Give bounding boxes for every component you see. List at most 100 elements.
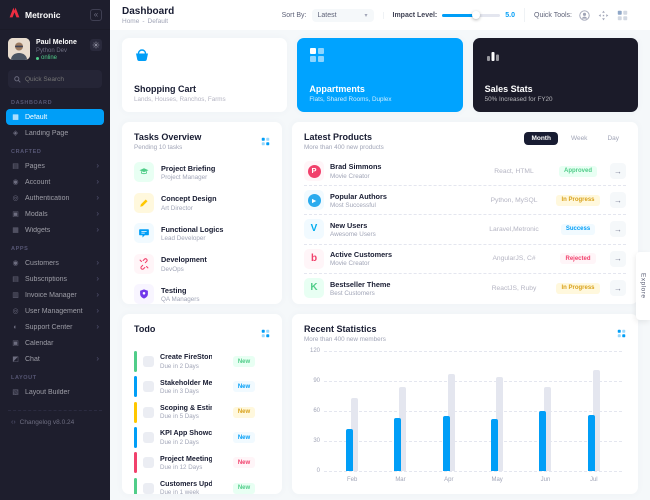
todo-item-title: Stakeholder Meeting (160, 378, 212, 387)
sort-by-select[interactable]: Latest ▾ (311, 8, 374, 22)
impact-level-value: 5.0 (505, 11, 515, 19)
summary-card-sales-stats[interactable]: Sales Stats 50% Increased for FY20 (472, 38, 638, 112)
todo-checkbox[interactable] (143, 482, 154, 494)
todo-badge-wrap: New (218, 482, 270, 494)
sidebar-item-subscriptions[interactable]: ▤ Subscriptions › (6, 271, 104, 287)
bar-secondary[interactable] (399, 387, 407, 471)
breadcrumb-home[interactable]: Home (122, 17, 140, 25)
task-title: Project Briefing (161, 163, 216, 173)
chevron-right-icon: › (96, 193, 99, 202)
sidebar-item-label: User Management (25, 307, 83, 315)
sidebar-item-label: Authentication (25, 194, 70, 202)
sidebar-item-label: Invoice Manager (25, 291, 77, 299)
sidebar-item-account[interactable]: ◉ Account › (6, 174, 104, 190)
sidebar-item-default[interactable]: ▦ Default (6, 109, 104, 125)
gear-icon[interactable] (90, 39, 102, 51)
sidebar-item-landing-page[interactable]: ◈ Landing Page (6, 125, 104, 141)
impact-level-label: Impact Level: (392, 11, 438, 19)
customers-icon: ◉ (12, 260, 19, 267)
bar-primary[interactable] (491, 419, 499, 471)
recent-statistics-title: Recent Statistics (304, 324, 377, 334)
sidebar-item-calendar[interactable]: ▣ Calendar (6, 335, 104, 351)
bar-group-may: May (491, 351, 504, 483)
todo-badge-wrap: New (218, 457, 270, 469)
card-menu-icon[interactable] (261, 325, 270, 343)
task-subtitle: Art Director (161, 204, 193, 212)
sidebar-item-customers[interactable]: ◉ Customers › (6, 255, 104, 271)
arrow-right-button[interactable]: → (610, 163, 626, 180)
bar-secondary[interactable] (544, 387, 552, 471)
todo-checkbox[interactable] (143, 406, 154, 418)
product-tech: ReactJS, Ruby (491, 284, 537, 292)
bar-secondary[interactable] (496, 377, 504, 471)
bar-primary[interactable] (346, 429, 354, 471)
todo-checkbox[interactable] (143, 356, 154, 368)
todo-item-scoping-estimations: Scoping & EstimationsDue in 5 Days New (134, 400, 270, 425)
bar-primary[interactable] (442, 416, 450, 471)
bing-icon: b (304, 248, 324, 269)
summary-card-appartments[interactable]: Appartments Flats, Shared Rooms, Duplex (297, 38, 463, 112)
sidebar-item-support-center[interactable]: ◐ Support Center › (6, 319, 104, 335)
user-profile: Paul Melone Python Dev online (0, 30, 110, 67)
bar-primary[interactable] (394, 418, 402, 471)
todo-checkbox[interactable] (143, 381, 154, 393)
summary-card-shopping-cart[interactable]: Shopping Cart Lands, Houses, Ranchos, Far… (122, 38, 288, 112)
todo-checkbox[interactable] (143, 432, 154, 444)
sidebar-item-modals[interactable]: ▣ Modals › (6, 206, 104, 222)
sidebar-item-label: Layout Builder (25, 388, 70, 396)
task-item-testing: Testing QA Managers (134, 279, 270, 304)
todo-item-kpi-app-showcase: KPI App ShowcaseDue in 2 Days New (134, 425, 270, 450)
changelog-link[interactable]: ‹› Changelog v8.0.24 (8, 410, 102, 434)
arrow-right-button[interactable]: → (610, 192, 626, 209)
sidebar-item-chat[interactable]: ◩ Chat › (6, 351, 104, 367)
sidebar-item-widgets[interactable]: ▦ Widgets › (6, 222, 104, 238)
sidebar-item-invoice-manager[interactable]: ▥ Invoice Manager › (6, 287, 104, 303)
move-tool-icon[interactable] (596, 8, 610, 22)
user-name: Paul Melone (36, 39, 77, 46)
sidebar-item-pages[interactable]: ▤ Pages › (6, 158, 104, 174)
card-menu-icon[interactable] (261, 133, 270, 151)
user-tool-icon[interactable] (577, 8, 591, 22)
todo-badge-wrap: New (218, 381, 270, 393)
product-role: Awesome Users (330, 231, 376, 239)
bar-secondary[interactable] (351, 398, 359, 471)
grid-tool-icon[interactable] (615, 8, 629, 22)
sidebar-toggle-icon[interactable]: « (90, 8, 102, 21)
todo-color-bar (134, 477, 137, 494)
todo-checkbox[interactable] (143, 457, 154, 469)
explore-tab[interactable]: Explore (636, 252, 650, 320)
bar-secondary[interactable] (447, 374, 455, 471)
summary-card-title: Sales Stats (484, 83, 533, 94)
todo-item-title: Scoping & Estimations (160, 403, 212, 412)
content: Shopping Cart Lands, Houses, Ranchos, Far… (110, 30, 650, 500)
summary-card-subtitle: Flats, Shared Rooms, Duplex (309, 96, 392, 103)
slider-knob[interactable] (471, 11, 480, 19)
todo-badge-wrap: New (218, 432, 270, 444)
bar-secondary[interactable] (592, 370, 600, 471)
card-menu-icon[interactable] (617, 325, 626, 343)
arrow-right-button[interactable]: → (610, 280, 626, 297)
tab-day[interactable]: Day (607, 135, 619, 142)
sort-by-group: Sort By: Latest ▾ (273, 8, 383, 22)
arrow-right-button[interactable]: → (610, 221, 626, 238)
y-axis-label: 120 (309, 348, 320, 354)
main-area: Dashboard Home - Default Sort By: Latest… (110, 0, 650, 500)
widgets-icon: ▦ (12, 227, 19, 234)
sidebar-item-layout-builder[interactable]: ▧ Layout Builder (6, 384, 104, 400)
product-tech: Python, MySQL (490, 196, 538, 204)
sidebar-item-user-management[interactable]: ◎ User Management › (6, 303, 104, 319)
explore-label: Explore (639, 273, 647, 299)
sidebar-item-authentication[interactable]: ◎ Authentication › (6, 190, 104, 206)
bar-primary[interactable] (587, 415, 595, 471)
support-center-icon: ◐ (13, 323, 18, 331)
bar-primary[interactable] (539, 411, 547, 471)
search-input[interactable] (25, 75, 96, 83)
arrow-right-button[interactable]: → (610, 250, 626, 267)
summary-card-subtitle: 50% Increased for FY20 (484, 96, 553, 103)
tab-week[interactable]: Week (570, 135, 588, 142)
impact-level-slider[interactable] (442, 11, 501, 19)
bar-group-apr: Apr (442, 351, 455, 483)
tab-month[interactable]: Month (524, 132, 558, 145)
changelog-label: Changelog v8.0.24 (19, 419, 75, 426)
page-title: Dashboard (122, 5, 175, 17)
